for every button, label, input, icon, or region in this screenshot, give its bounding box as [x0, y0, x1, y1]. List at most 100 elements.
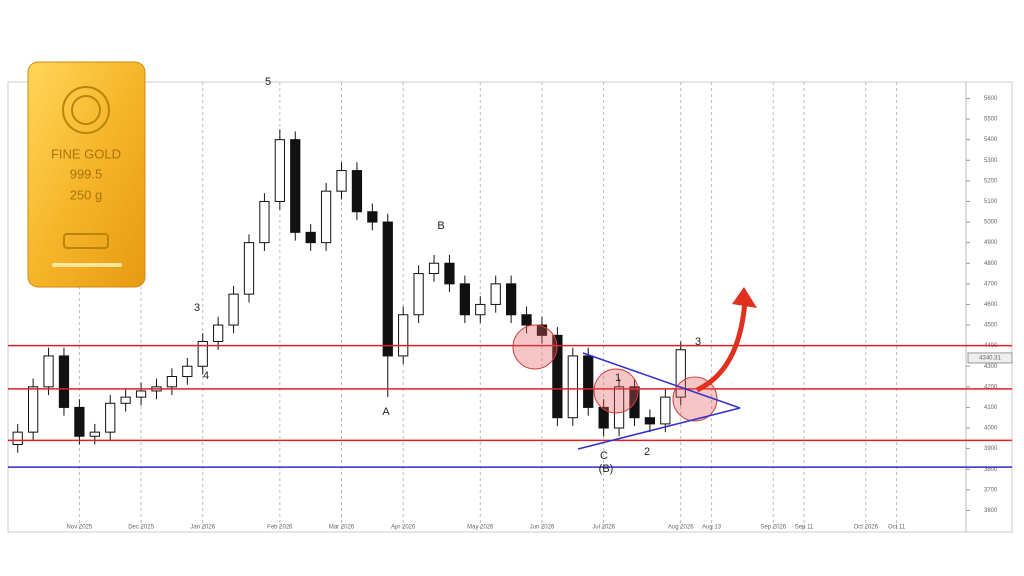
- x-tick-label: Jun 2026: [530, 525, 555, 531]
- gold-bar-shine: [52, 263, 122, 267]
- candle-body: [43, 355, 54, 388]
- arrow-curve: [695, 299, 748, 393]
- gold-bar-text: 999.5: [70, 166, 103, 181]
- candle-body: [506, 283, 517, 316]
- gold-bar: FINE GOLD 999.5 250 g: [27, 61, 146, 288]
- candle-body: [105, 402, 116, 433]
- candle-body: [567, 355, 578, 419]
- candle-body: [536, 324, 548, 336]
- x-tick-label: Mar 2026: [329, 525, 355, 531]
- y-tick-label: 4900: [984, 240, 998, 246]
- candle-body: [305, 231, 316, 244]
- candle-body: [259, 200, 270, 244]
- y-tick-label: 4100: [984, 405, 998, 411]
- wave-label: 4: [203, 370, 209, 382]
- candle-body: [197, 341, 208, 367]
- y-tick-label: 3900: [984, 446, 998, 452]
- candle-body: [290, 139, 301, 233]
- highlight-circle: [512, 324, 558, 370]
- y-tick-label: 3700: [984, 487, 998, 493]
- y-tick-label: 4800: [984, 261, 998, 267]
- gold-bar-body: [27, 61, 146, 288]
- y-tick-label: 5500: [984, 117, 998, 123]
- marks: 4340.31: [8, 129, 1013, 468]
- triangle-line: [582, 352, 741, 409]
- gold-bar-text: FINE GOLD: [51, 146, 121, 161]
- triangle-line: [577, 407, 741, 450]
- wave-label: 2: [644, 446, 650, 458]
- wave-label: (B): [599, 463, 614, 475]
- wave-label: 3: [194, 302, 200, 314]
- candle-body: [58, 355, 70, 408]
- y-tick-label: 3800: [984, 467, 998, 473]
- candle-body: [367, 211, 378, 223]
- x-tick-label: Oct 11: [888, 525, 906, 531]
- y-tick-label: 4300: [984, 364, 998, 370]
- wave-label: 3: [695, 336, 701, 348]
- x-tick-label: Jan 2026: [190, 525, 215, 531]
- y-tick-label: 4700: [984, 281, 998, 287]
- candle-body: [413, 273, 424, 316]
- wave-label: C: [600, 450, 608, 462]
- candle-body: [660, 396, 671, 425]
- candle-body: [89, 431, 100, 437]
- pattern-overlay: [512, 287, 757, 450]
- y-tick-label: 5000: [984, 220, 998, 226]
- candle-body: [166, 376, 178, 388]
- last-price-label: 4340.31: [979, 356, 1001, 362]
- x-tick-label: Dec 2025: [128, 525, 154, 531]
- candle-body: [12, 431, 23, 445]
- candle-body: [475, 303, 486, 316]
- y-tick-label: 5100: [984, 199, 998, 205]
- candle-body: [74, 406, 85, 437]
- gold-bar-emblem: [71, 95, 101, 125]
- wave-label: A: [382, 406, 390, 418]
- x-tick-label: Nov 2025: [67, 525, 93, 531]
- y-tick-label: 4000: [984, 426, 998, 432]
- candle-body: [444, 262, 455, 285]
- x-tick-label: Aug 13: [702, 525, 722, 531]
- gold-bar-emblem: [62, 86, 110, 134]
- y-tick-label: 3600: [984, 508, 998, 514]
- candle-body: [598, 406, 609, 429]
- candle-body: [459, 283, 470, 316]
- candle-body: [28, 386, 39, 433]
- wave-labels: 5 3 4 A B C (B) 1 2 3: [194, 76, 701, 475]
- candle-body: [274, 139, 285, 202]
- candle-body: [243, 242, 255, 295]
- arrow-head: [732, 287, 757, 308]
- y-tick-label: 5400: [984, 137, 998, 143]
- x-tick-label: May 2026: [467, 525, 494, 531]
- candle-body: [351, 170, 363, 213]
- candle-body: [228, 293, 239, 326]
- candle-body: [120, 396, 131, 404]
- candle-body: [398, 314, 409, 357]
- highlight-circle: [593, 368, 639, 414]
- candle-body: [613, 386, 625, 429]
- last-price-box: [967, 352, 1013, 364]
- candle-body: [675, 349, 686, 398]
- y-tick-label: 4200: [984, 384, 998, 390]
- candle-body: [336, 170, 347, 192]
- gold-bar-plate: [63, 233, 109, 249]
- x-tick-label: Aug 2026: [668, 525, 694, 531]
- candle-body: [382, 221, 393, 357]
- candle-body: [552, 334, 563, 419]
- candle-body: [182, 365, 193, 378]
- x-tick-label: Apr 2026: [391, 525, 416, 531]
- candle-body: [320, 190, 332, 244]
- wave-label: 1: [615, 372, 621, 384]
- y-tick-label: 5600: [984, 96, 998, 102]
- y-tick-label: 4600: [984, 302, 998, 308]
- x-tick-label: Feb 2026: [267, 525, 293, 531]
- candle-body: [583, 355, 594, 408]
- gold-bar-text: 250 g: [70, 187, 103, 202]
- candle-body: [521, 314, 532, 326]
- x-tick-label: Sep 2026: [760, 525, 786, 531]
- candle-body: [490, 283, 501, 305]
- wave-label: B: [437, 220, 444, 232]
- candle-body: [644, 417, 656, 425]
- y-tick-label: 5300: [984, 158, 998, 164]
- y-tick-label: 4500: [984, 323, 998, 329]
